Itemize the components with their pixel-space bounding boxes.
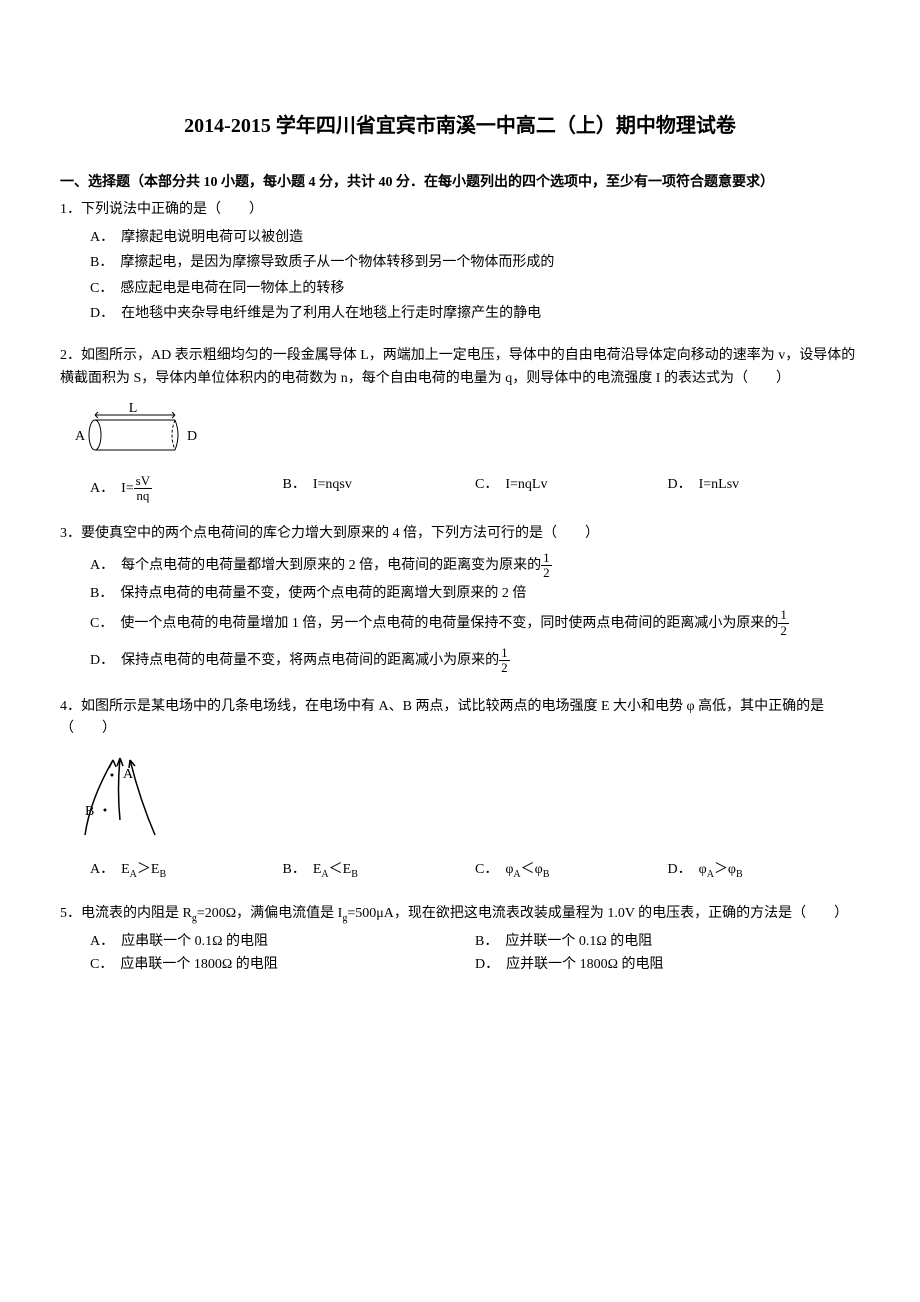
option-b: B． 摩擦起电，是因为摩擦导致质子从一个物体转移到另一个物体而形成的	[90, 252, 860, 274]
section-header: 一、选择题（本部分共 10 小题，每小题 4 分，共计 40 分．在每小题列出的…	[60, 172, 860, 194]
option-d: D． φA＞φB	[668, 859, 861, 883]
conductor-diagram: L A D	[65, 400, 860, 463]
page-title: 2014-2015 学年四川省宜宾市南溪一中高二（上）期中物理试卷	[60, 110, 860, 142]
question-text: 5．电流表的内阻是 Rg=200Ω，满偏电流值是 Ig=500μA，现在欲把这电…	[60, 903, 860, 927]
option-a: A． 摩擦起电说明电荷可以被创造	[90, 227, 860, 249]
question-text: 3．要使真空中的两个点电荷间的库仑力增大到原来的 4 倍，下列方法可行的是（ ）	[60, 523, 860, 545]
question-3: 3．要使真空中的两个点电荷间的库仑力增大到原来的 4 倍，下列方法可行的是（ ）…	[60, 523, 860, 676]
question-2: 2．如图所示，AD 表示粗细均匀的一段金属导体 L，两端加上一定电压，导体中的自…	[60, 345, 860, 503]
option-a: A． 每个点电荷的电荷量都增大到原来的 2 倍，电荷间的距离变为原来的12	[90, 551, 860, 581]
option-d: D． 在地毯中夹杂导电纤维是为了利用人在地毯上行走时摩擦产生的静电	[90, 303, 860, 325]
option-d: D． I=nLsv	[668, 474, 861, 504]
option-b: B． EA＜EB	[283, 859, 476, 883]
label-D: D	[187, 429, 197, 444]
option-a: A． EA＞EB	[90, 859, 283, 883]
option-d: D． 保持点电荷的电荷量不变，将两点电荷间的距离减小为原来的12	[90, 646, 860, 676]
question-text: 2．如图所示，AD 表示粗细均匀的一段金属导体 L，两端加上一定电压，导体中的自…	[60, 345, 860, 390]
label-B: B	[85, 804, 94, 819]
option-b: B． I=nqsv	[283, 474, 476, 504]
question-4: 4．如图所示是某电场中的几条电场线，在电场中有 A、B 两点，试比较两点的电场强…	[60, 696, 860, 883]
option-c: C． 使一个点电荷的电荷量增加 1 倍，另一个点电荷的电荷量保持不变，同时使两点…	[60, 608, 860, 638]
option-c: C． 感应起电是电荷在同一物体上的转移	[90, 278, 860, 300]
field-lines-diagram: A B	[65, 750, 860, 848]
option-a: A． I=sVnq	[90, 474, 283, 504]
question-1: 1．下列说法中正确的是（ ） A． 摩擦起电说明电荷可以被创造 B． 摩擦起电，…	[60, 199, 860, 325]
question-text: 4．如图所示是某电场中的几条电场线，在电场中有 A、B 两点，试比较两点的电场强…	[60, 696, 860, 741]
option-b: B． 保持点电荷的电荷量不变，使两个点电荷的距离增大到原来的 2 倍	[90, 583, 860, 605]
option-c: C． I=nqLv	[475, 474, 668, 504]
label-A: A	[75, 429, 86, 444]
option-b: B． 应并联一个 0.1Ω 的电阻	[475, 931, 860, 953]
label-L: L	[129, 401, 138, 416]
question-5: 5．电流表的内阻是 Rg=200Ω，满偏电流值是 Ig=500μA，现在欲把这电…	[60, 903, 860, 977]
option-c: C． 应串联一个 1800Ω 的电阻	[90, 954, 475, 976]
option-d: D． 应并联一个 1800Ω 的电阻	[475, 954, 860, 976]
option-a: A． 应串联一个 0.1Ω 的电阻	[90, 931, 475, 953]
option-c: C． φA＜φB	[475, 859, 668, 883]
question-text: 1．下列说法中正确的是（ ）	[60, 199, 860, 221]
label-A: A	[123, 767, 134, 782]
